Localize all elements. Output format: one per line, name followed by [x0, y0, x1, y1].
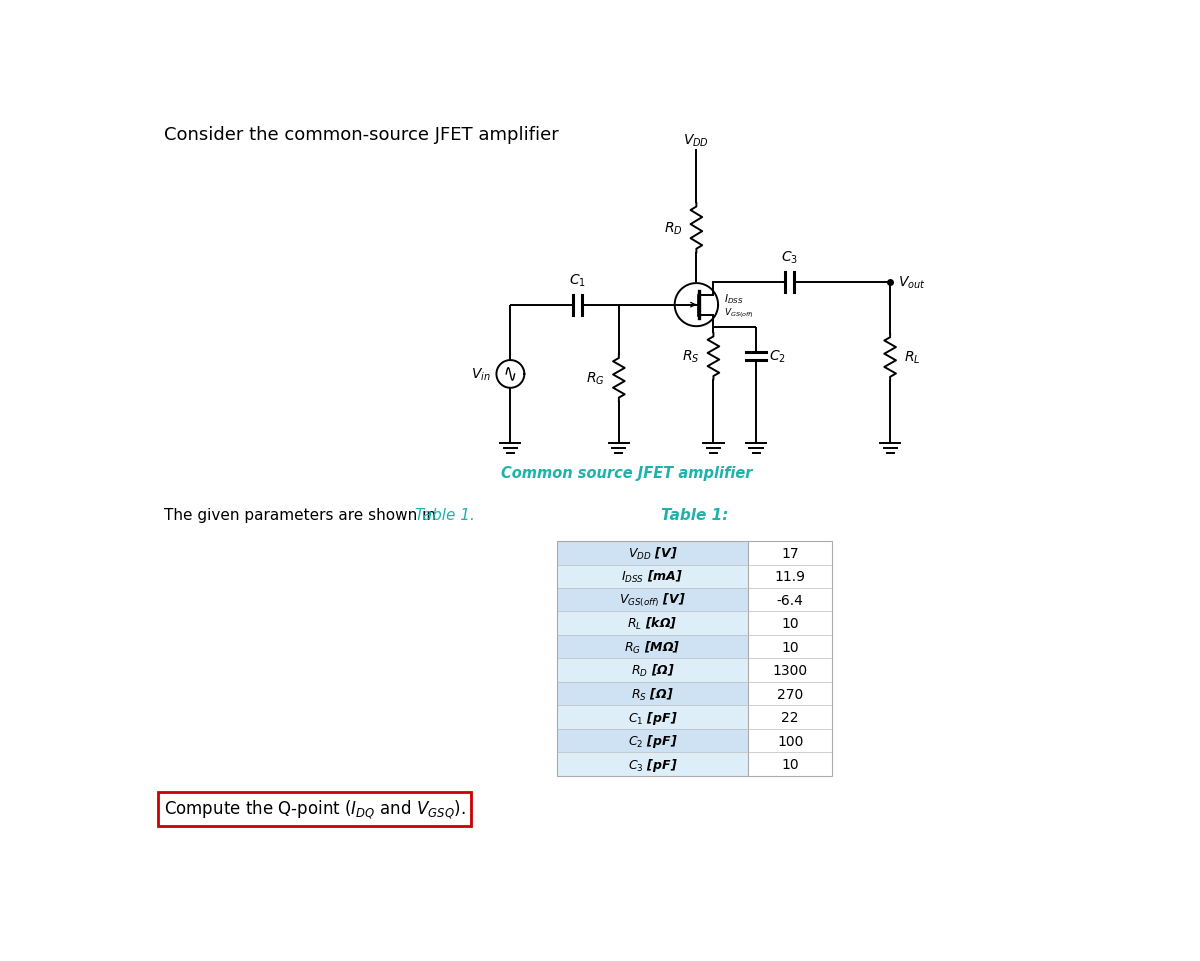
Text: $V_{GS(off)}$: $V_{GS(off)}$ [724, 307, 754, 320]
Text: 270: 270 [778, 687, 803, 701]
Bar [557, 682, 749, 705]
Text: $R_D$ [Ω]: $R_D$ [Ω] [630, 662, 674, 678]
Text: $C_1$ [pF]: $C_1$ [pF] [628, 709, 678, 726]
Text: $R_G$: $R_G$ [587, 370, 605, 386]
Text: The given parameters are shown in: The given parameters are shown in [164, 507, 440, 523]
Bar [749, 682, 832, 705]
Text: $R_L$: $R_L$ [904, 350, 920, 366]
Text: $R_S$ [Ω]: $R_S$ [Ω] [631, 686, 674, 702]
Bar [749, 565, 832, 588]
Text: 17: 17 [781, 546, 799, 560]
Text: $V_{GS(off)}$ [V]: $V_{GS(off)}$ [V] [619, 591, 686, 609]
Bar [749, 612, 832, 635]
Bar [557, 612, 749, 635]
Text: 10: 10 [781, 617, 799, 630]
Text: Common source JFET amplifier: Common source JFET amplifier [500, 465, 752, 480]
Text: $V_{in}$: $V_{in}$ [472, 366, 491, 382]
Text: $V_{out}$: $V_{out}$ [898, 275, 925, 291]
Text: $C_3$: $C_3$ [781, 250, 798, 266]
Text: $R_S$: $R_S$ [682, 349, 700, 365]
Bar [749, 588, 832, 612]
Bar [749, 752, 832, 776]
Text: Consider the common-source JFET amplifier: Consider the common-source JFET amplifie… [164, 126, 559, 144]
Text: $C_1$: $C_1$ [569, 272, 587, 288]
Text: -6.4: -6.4 [776, 593, 804, 607]
Text: Table 1.: Table 1. [415, 507, 475, 523]
Bar [749, 729, 832, 752]
Text: $I_{DSS}$ [mA]: $I_{DSS}$ [mA] [622, 569, 684, 584]
Text: $R_G$ [MΩ]: $R_G$ [MΩ] [624, 639, 680, 655]
Text: $R_D$: $R_D$ [664, 220, 683, 236]
Text: $V_{DD}$: $V_{DD}$ [683, 132, 709, 148]
Text: $V_{DD}$ [V]: $V_{DD}$ [V] [628, 545, 678, 561]
Bar [557, 658, 749, 682]
Text: 22: 22 [781, 710, 799, 725]
Bar [557, 729, 749, 752]
Bar [557, 541, 832, 776]
Text: 100: 100 [776, 734, 803, 748]
Text: Compute the Q-point ($I_{DQ}$ and $V_{GSQ}$).: Compute the Q-point ($I_{DQ}$ and $V_{GS… [164, 798, 466, 821]
Text: 10: 10 [781, 640, 799, 654]
Bar [557, 752, 749, 776]
Text: 11.9: 11.9 [775, 570, 805, 583]
Text: Table 1:: Table 1: [661, 507, 728, 522]
Bar [557, 565, 749, 588]
Bar [749, 658, 832, 682]
Text: 10: 10 [781, 757, 799, 772]
Text: $R_L$ [kΩ]: $R_L$ [kΩ] [628, 616, 678, 631]
Bar [749, 541, 832, 565]
Text: $I_{DSS}$: $I_{DSS}$ [724, 292, 743, 306]
Text: $C_3$ [pF]: $C_3$ [pF] [628, 756, 678, 773]
Bar [557, 635, 749, 658]
Bar [749, 705, 832, 729]
Text: $C_2$ [pF]: $C_2$ [pF] [628, 732, 678, 750]
Text: 1300: 1300 [773, 663, 808, 678]
Text: $C_2$: $C_2$ [769, 349, 786, 365]
Bar [557, 705, 749, 729]
Bar [557, 541, 749, 565]
Bar [749, 635, 832, 658]
Bar [557, 588, 749, 612]
